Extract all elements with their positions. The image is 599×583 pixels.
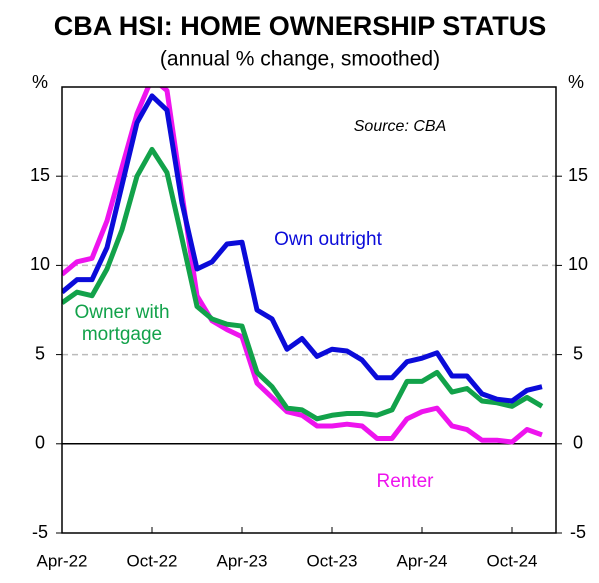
y-tick-label: 15 xyxy=(30,165,50,185)
series-line xyxy=(62,146,544,422)
x-tick-label: Oct-24 xyxy=(486,551,537,570)
chart-title: CBA HSI: HOME OWNERSHIP STATUS xyxy=(54,11,547,41)
y2-tick-label: 5 xyxy=(573,343,583,363)
x-tick-label: Oct-22 xyxy=(126,551,177,570)
y-tick-label: 0 xyxy=(35,433,45,453)
y-axis-label: % xyxy=(32,72,48,92)
series-line xyxy=(62,87,543,445)
chart-subtitle: (annual % change, smoothed) xyxy=(160,48,440,71)
x-tick-label: Apr-23 xyxy=(216,551,267,570)
series-label: Own outright xyxy=(274,229,382,250)
y2-tick-label: 15 xyxy=(568,165,588,185)
plot-frame xyxy=(61,86,557,534)
x-tick-label: Oct-23 xyxy=(306,551,357,570)
y-tick-label: -5 xyxy=(32,522,48,542)
y2-tick-label: -5 xyxy=(570,522,586,542)
x-tick-label: Apr-24 xyxy=(396,551,447,570)
plot-lines xyxy=(62,87,544,445)
y2-axis-label: % xyxy=(568,72,584,92)
y2-tick-label: 0 xyxy=(573,433,583,453)
source-note: Source: CBA xyxy=(354,118,446,135)
series-label: Renter xyxy=(376,471,434,492)
series-line xyxy=(62,93,543,404)
y2-tick-label: 10 xyxy=(568,254,588,274)
y-tick-label: 5 xyxy=(35,343,45,363)
series-label: Owner with mortgage xyxy=(74,302,170,345)
y-tick-label: 10 xyxy=(30,254,50,274)
x-tick-label: Apr-22 xyxy=(36,551,87,570)
